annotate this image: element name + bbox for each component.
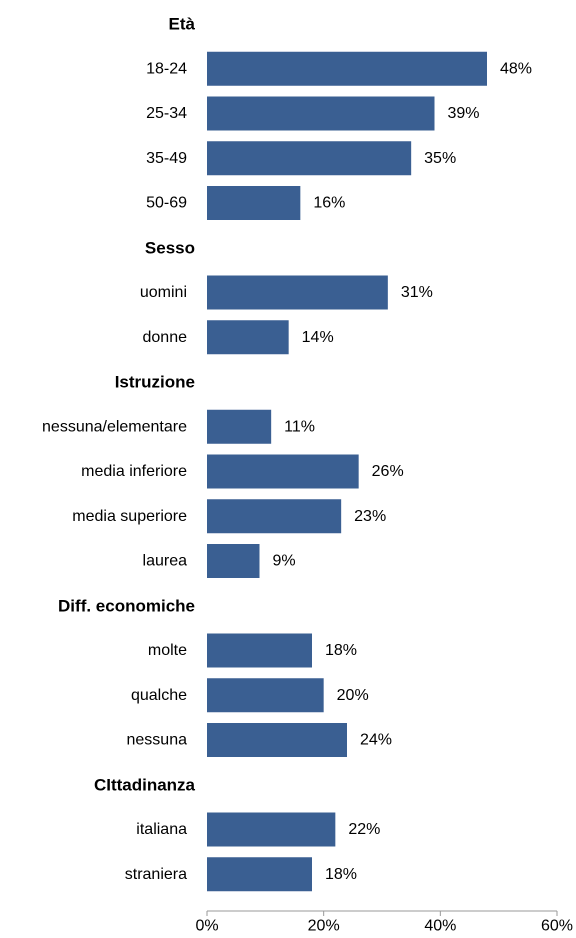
category-label: media superiore xyxy=(72,508,187,525)
bar xyxy=(207,857,312,892)
group-title: Sesso xyxy=(145,238,195,257)
value-label: 22% xyxy=(348,821,380,838)
category-label: 50-69 xyxy=(146,195,187,212)
value-label: 9% xyxy=(273,553,296,570)
value-label: 24% xyxy=(360,732,392,749)
value-label: 39% xyxy=(448,105,480,122)
category-label: nessuna xyxy=(127,732,188,749)
bar xyxy=(207,96,435,131)
group-title: Diff. economiche xyxy=(58,596,195,615)
value-label: 26% xyxy=(372,463,404,480)
category-label: 18-24 xyxy=(146,60,187,77)
bar xyxy=(207,275,388,310)
bar xyxy=(207,678,324,713)
value-label: 48% xyxy=(500,60,532,77)
bar xyxy=(207,544,260,578)
bar xyxy=(207,51,487,86)
bar xyxy=(207,633,312,668)
x-tick-label: 0% xyxy=(195,918,218,934)
bar xyxy=(207,723,347,757)
x-tick-label: 40% xyxy=(424,918,456,934)
category-label: qualche xyxy=(131,687,187,704)
group-title: CIttadinanza xyxy=(94,775,196,794)
x-tick-label: 60% xyxy=(541,918,573,934)
category-label: italiana xyxy=(136,821,187,838)
category-label: nessuna/elementare xyxy=(42,418,187,435)
value-label: 20% xyxy=(337,687,369,704)
category-label: donne xyxy=(143,329,188,346)
value-label: 14% xyxy=(302,329,334,346)
bar xyxy=(207,454,359,489)
category-label: media inferiore xyxy=(81,463,187,480)
bar xyxy=(207,812,336,847)
bar xyxy=(207,499,342,534)
category-label: laurea xyxy=(143,553,188,570)
category-label: 35-49 xyxy=(146,150,187,167)
category-label: 25-34 xyxy=(146,105,187,122)
value-label: 18% xyxy=(325,866,357,883)
category-label: straniera xyxy=(125,866,187,883)
category-label: molte xyxy=(148,642,187,659)
x-tick-label: 20% xyxy=(308,918,340,934)
bar xyxy=(207,186,301,220)
group-title: Età xyxy=(169,15,196,34)
category-label: uomini xyxy=(140,284,187,301)
value-label: 35% xyxy=(424,150,456,167)
value-label: 16% xyxy=(313,195,345,212)
value-label: 31% xyxy=(401,284,433,301)
value-label: 23% xyxy=(354,508,386,525)
bar xyxy=(207,141,412,176)
bar xyxy=(207,409,272,444)
group-title: Istruzione xyxy=(115,373,195,392)
value-label: 11% xyxy=(284,418,315,435)
value-label: 18% xyxy=(325,642,357,659)
bar xyxy=(207,320,289,355)
